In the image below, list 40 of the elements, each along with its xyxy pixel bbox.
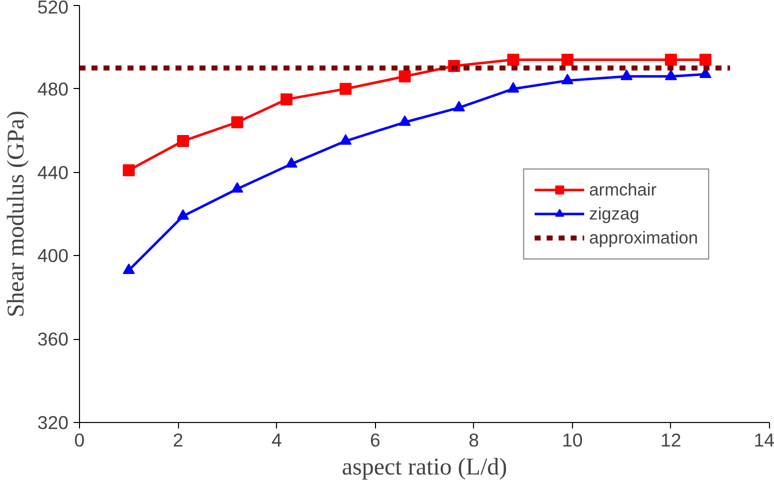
point (664, 70, 677, 80)
point (177, 209, 189, 220)
legend-label: approximation (589, 227, 698, 248)
x-tick-label: 14 (754, 430, 774, 450)
y-tick-label: 400 (37, 245, 69, 266)
y-axis-title: Shear modulus (GPa) (3, 110, 30, 318)
point (398, 115, 411, 126)
legend-label: zigzag (589, 203, 640, 224)
y-tick-label: 440 (37, 162, 69, 183)
y-tick-label: 520 (37, 0, 69, 18)
y-tick-label: 480 (37, 78, 69, 100)
point (177, 135, 189, 148)
point (699, 54, 712, 66)
point (231, 116, 244, 128)
point (620, 70, 633, 80)
x-tick-label: 4 (271, 430, 282, 450)
point (664, 54, 677, 66)
x-axis-title: aspect ratio (L/d) (342, 454, 508, 480)
point (507, 54, 520, 66)
x-tick-label: 2 (172, 430, 184, 450)
x-tick-label: 0 (74, 430, 85, 450)
x-tick-label: 6 (370, 430, 380, 450)
point (280, 93, 292, 106)
point (122, 164, 135, 176)
point (561, 54, 574, 66)
point (561, 74, 574, 84)
x-tick-label: 10 (562, 430, 583, 450)
legend-label: armchair (589, 179, 657, 200)
point (122, 263, 135, 274)
x-tick-label: 12 (660, 430, 682, 450)
point (285, 157, 298, 168)
y-tick-label: 360 (37, 328, 69, 350)
point (340, 134, 352, 145)
x-tick-label: 8 (468, 430, 479, 450)
point (398, 70, 411, 82)
point (507, 82, 520, 93)
point (453, 100, 465, 112)
y-tick-label: 320 (37, 412, 69, 433)
point (231, 182, 244, 193)
point (340, 82, 352, 95)
